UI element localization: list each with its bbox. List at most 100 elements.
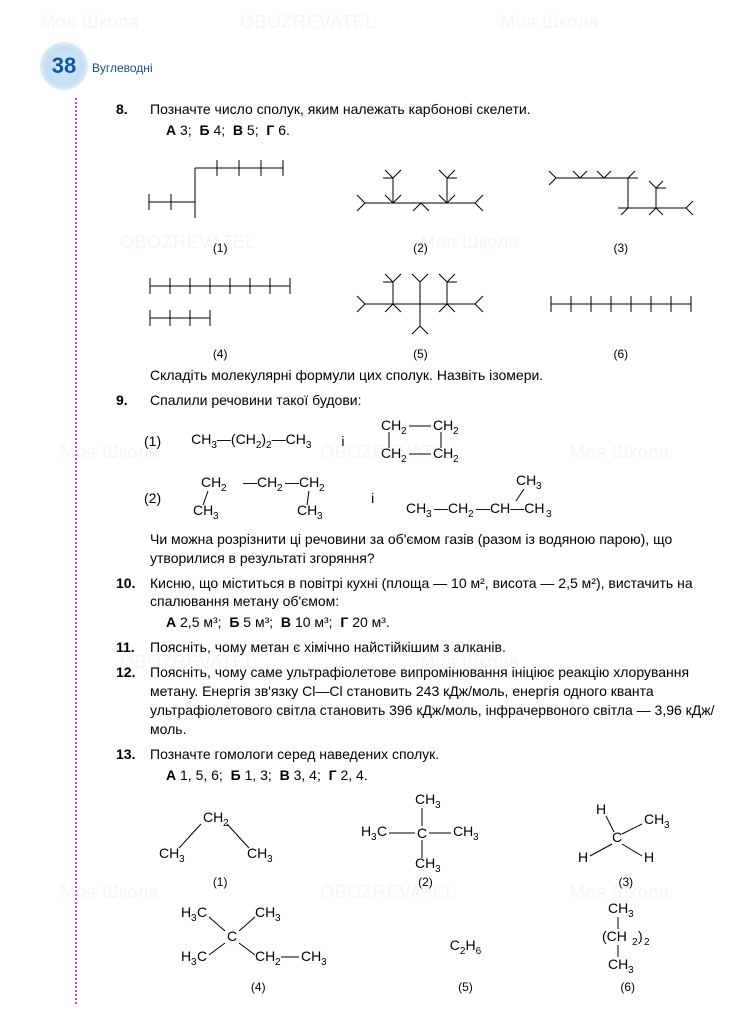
svg-text:H: H (596, 801, 606, 817)
q8-text: Позначте число сполук, яким належать кар… (150, 100, 721, 119)
question-13: 13. Позначте гомологи серед наведених сп… (150, 745, 721, 785)
q9-2a: CH2 —CH2 —CH2 CH3 CH3 (191, 473, 341, 524)
q9-text: Спалили речовини такої будови: (150, 391, 721, 410)
q9-question-text: Чи можна розрізнити ці речовини за об'єм… (150, 530, 721, 568)
svg-text:CH: CH (201, 474, 221, 490)
q9-row2-label: (2) (144, 489, 161, 508)
svg-text:H: H (181, 948, 191, 964)
q13-s1-label: (1) (155, 874, 285, 890)
svg-text:3: 3 (536, 481, 542, 492)
q13-struct-3: H CH3 C H H (3) (566, 800, 686, 890)
svg-text:2: 2 (401, 454, 407, 462)
svg-text:2: 2 (275, 957, 281, 968)
svg-text:2: 2 (319, 483, 325, 494)
q8-note: Складіть молекулярні формули цих сполук.… (150, 366, 721, 385)
q9-pair-1: (1) CH3—(CH2)2—CH3 і CH2 CH2 CH2 CH2 (144, 416, 721, 467)
svg-text:3: 3 (213, 511, 219, 519)
svg-text:—CH—CH: —CH—CH (476, 500, 544, 516)
question-11: 11. Поясніть, чому метан є хімічно найст… (150, 638, 721, 657)
svg-text:—CH: —CH (243, 474, 277, 490)
q8-skeleton-row-2: (4) (5) (120, 264, 721, 362)
q8-skel-6-label: (6) (536, 346, 706, 362)
svg-text:—CH: —CH (434, 500, 468, 516)
svg-text:3: 3 (426, 509, 432, 519)
section-title: Вуглеводні (92, 60, 153, 76)
q11-number: 11. (116, 638, 135, 657)
svg-text:3: 3 (473, 832, 479, 843)
svg-text:—CH: —CH (285, 474, 319, 490)
q9-pair-2: (2) CH2 —CH2 —CH2 CH3 CH3 і CH3 (144, 473, 721, 524)
q8-skel-5-label: (5) (335, 346, 505, 362)
svg-text:(CH: (CH (602, 928, 627, 944)
q8-skel-1-label: (1) (135, 240, 305, 256)
q13-row-1: CH2 CH3 CH3 (1) CH3 H3C CH3 CH3 C (120, 792, 721, 890)
q8-number: 8. (116, 100, 128, 119)
svg-text:C: C (417, 825, 427, 841)
q9-row1-label: (1) (144, 432, 161, 451)
svg-text:CH: CH (381, 417, 401, 433)
svg-text:3: 3 (628, 965, 634, 976)
q13-formula-5: C2H6 (450, 936, 481, 958)
svg-text:H: H (578, 849, 588, 865)
svg-text:3: 3 (321, 957, 327, 968)
svg-text:CH: CH (415, 792, 435, 807)
q8-skeleton-5: (5) (335, 264, 505, 362)
q8-skeleton-row-1: (1) (2) (120, 148, 721, 256)
q13-s4-label: (4) (173, 979, 343, 995)
svg-text:2: 2 (277, 483, 283, 494)
svg-text:CH: CH (415, 855, 435, 871)
q10-options: А 2,5 м³; Б 5 м³; В 10 м³; Г 20 м³. (166, 613, 721, 632)
q13-text: Позначте гомологи серед наведених сполук… (150, 745, 721, 764)
svg-text:3: 3 (628, 909, 634, 920)
q10-number: 10. (116, 574, 135, 593)
q13-s3-label: (3) (566, 874, 686, 890)
q13-struct-4: H3C CH3 H3C CH2 CH3 C (4) (173, 899, 343, 995)
vertical-rule (75, 98, 77, 1004)
svg-text:C: C (377, 823, 387, 839)
page-number: 38 (52, 51, 76, 81)
svg-text:2: 2 (223, 818, 229, 829)
question-10: 10. Кисню, що міститься в повітрі кухні … (150, 574, 721, 633)
svg-text:CH: CH (406, 500, 426, 516)
q9-number: 9. (116, 391, 128, 410)
q8-skeleton-4: (4) (135, 264, 305, 362)
page-content: 8. Позначте число сполук, яким належать … (120, 100, 721, 995)
q13-s2-label: (2) (355, 874, 495, 890)
svg-text:3: 3 (267, 854, 273, 865)
q8-skeleton-2: (2) (335, 148, 505, 256)
svg-text:3: 3 (435, 800, 441, 811)
q9-1b: CH2 CH2 CH2 CH2 (375, 416, 475, 467)
q8-skeleton-3: (3) (536, 148, 706, 256)
q13-s6-label: (6) (588, 979, 668, 995)
q8-skeleton-6: (6) (536, 264, 706, 362)
q8-skel-4-label: (4) (135, 346, 305, 362)
q13-s5-label: (5) (450, 979, 481, 995)
svg-text:CH: CH (433, 445, 453, 461)
svg-text:2: 2 (401, 426, 407, 437)
svg-text:CH: CH (516, 473, 536, 488)
svg-text:3: 3 (546, 509, 552, 519)
svg-text:CH: CH (453, 823, 473, 839)
q10-text: Кисню, що міститься в повітрі кухні (пло… (150, 574, 721, 612)
svg-text:CH: CH (608, 900, 628, 916)
svg-text:3: 3 (664, 820, 670, 831)
question-9: 9. Спалили речовини такої будови: (150, 391, 721, 410)
question-8: 8. Позначте число сполук, яким належать … (150, 100, 721, 140)
svg-text:CH: CH (433, 417, 453, 433)
q9-1a: CH3—(CH2)2—CH3 (191, 430, 311, 452)
svg-text:CH: CH (247, 845, 267, 861)
svg-text:H: H (361, 823, 371, 839)
svg-text:3: 3 (317, 511, 323, 519)
q8-options: А 3; Б 4; В 5; Г 6. (166, 121, 721, 140)
svg-text:CH: CH (203, 809, 223, 825)
q13-row-2: H3C CH3 H3C CH2 CH3 C (4) C2H6 (5 (120, 899, 721, 995)
svg-text:C: C (227, 928, 237, 944)
svg-text:3: 3 (179, 854, 185, 865)
svg-text:3: 3 (275, 913, 281, 924)
svg-text:3: 3 (435, 864, 441, 872)
q13-struct-5: C2H6 (5) (450, 936, 481, 994)
svg-text:H: H (644, 849, 654, 865)
svg-text:CH: CH (255, 948, 275, 964)
svg-text:2: 2 (453, 454, 459, 462)
q12-number: 12. (116, 663, 135, 682)
